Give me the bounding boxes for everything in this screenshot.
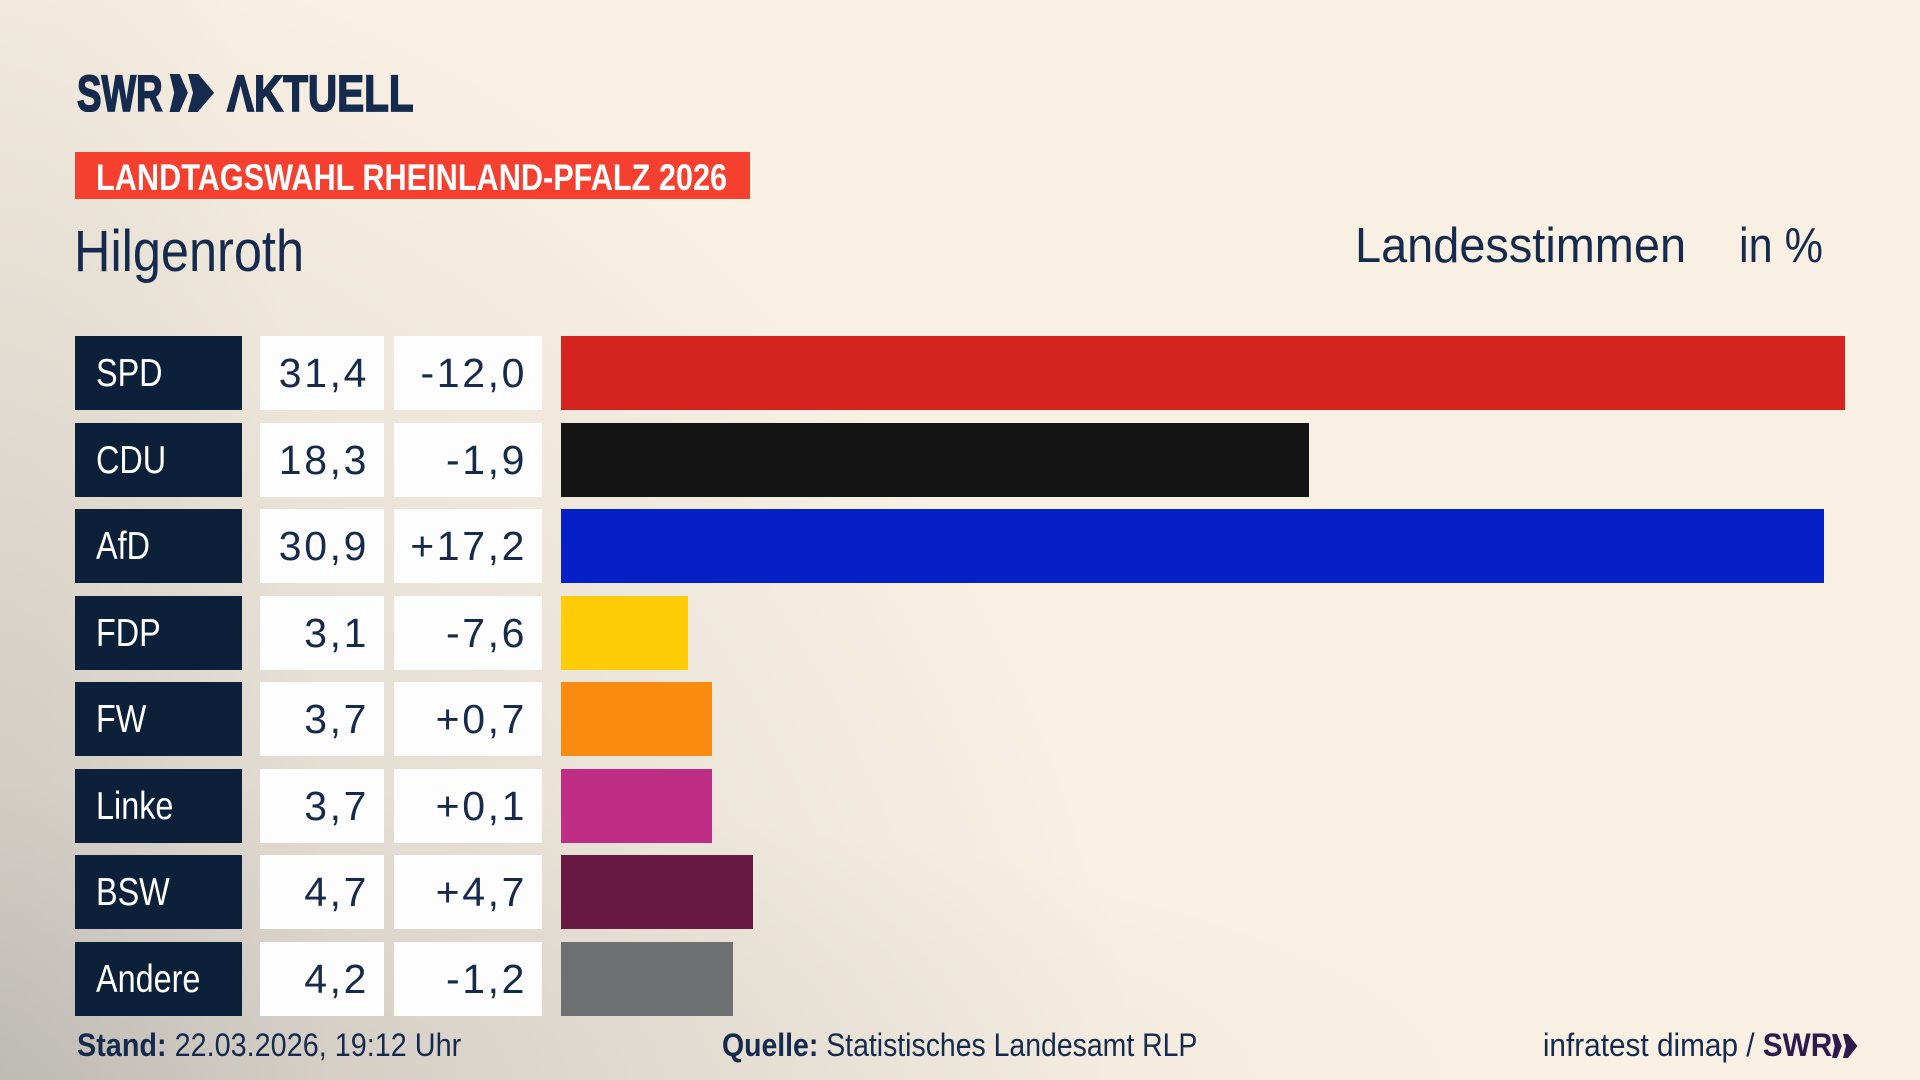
svg-text:ΛKTUELL: ΛKTUELL [227, 74, 414, 112]
svg-text:SWR: SWR [77, 74, 163, 112]
